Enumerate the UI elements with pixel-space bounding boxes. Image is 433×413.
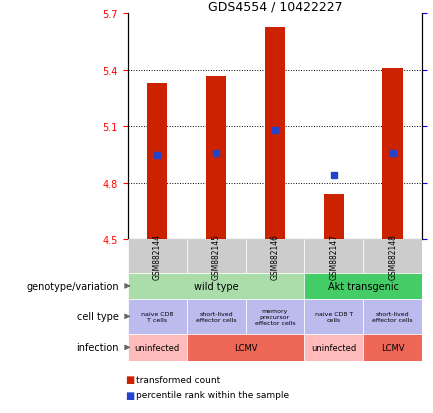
Bar: [363, 299, 422, 334]
Bar: [304, 273, 422, 299]
Title: GDS4554 / 10422227: GDS4554 / 10422227: [208, 0, 342, 13]
Bar: [187, 299, 246, 334]
Bar: [304, 334, 363, 361]
Bar: [246, 240, 304, 273]
Text: infection: infection: [77, 342, 119, 353]
Bar: [323, 195, 344, 240]
Text: ■: ■: [125, 390, 134, 400]
Text: GSM882147: GSM882147: [330, 233, 338, 280]
Bar: [265, 28, 285, 240]
Bar: [363, 240, 422, 273]
Text: naive CD8
T cells: naive CD8 T cells: [141, 311, 173, 322]
Text: uninfected: uninfected: [311, 343, 356, 352]
Text: genotype/variation: genotype/variation: [26, 281, 119, 291]
Text: LCMV: LCMV: [381, 343, 404, 352]
Bar: [382, 69, 403, 240]
Text: LCMV: LCMV: [234, 343, 257, 352]
Text: percentile rank within the sample: percentile rank within the sample: [136, 390, 290, 399]
Bar: [147, 84, 168, 240]
Bar: [128, 334, 187, 361]
Text: GSM882146: GSM882146: [271, 233, 279, 280]
Text: uninfected: uninfected: [135, 343, 180, 352]
Bar: [128, 273, 304, 299]
Text: transformed count: transformed count: [136, 375, 221, 384]
Text: Akt transgenic: Akt transgenic: [328, 281, 399, 291]
Text: short-lived
effector cells: short-lived effector cells: [196, 311, 236, 322]
Bar: [128, 299, 187, 334]
Text: GSM882148: GSM882148: [388, 234, 397, 279]
Bar: [187, 334, 304, 361]
Text: memory
precursor
effector cells: memory precursor effector cells: [255, 308, 295, 325]
Text: naive CD8 T
cells: naive CD8 T cells: [315, 311, 353, 322]
Text: cell type: cell type: [77, 311, 119, 322]
Bar: [128, 240, 187, 273]
Bar: [363, 334, 422, 361]
Text: ■: ■: [125, 375, 134, 385]
Bar: [206, 76, 226, 240]
Bar: [304, 240, 363, 273]
Bar: [304, 299, 363, 334]
Text: wild type: wild type: [194, 281, 239, 291]
Bar: [246, 299, 304, 334]
Bar: [187, 240, 246, 273]
Text: GSM882144: GSM882144: [153, 233, 162, 280]
Text: GSM882145: GSM882145: [212, 233, 220, 280]
Text: short-lived
effector cells: short-lived effector cells: [372, 311, 413, 322]
